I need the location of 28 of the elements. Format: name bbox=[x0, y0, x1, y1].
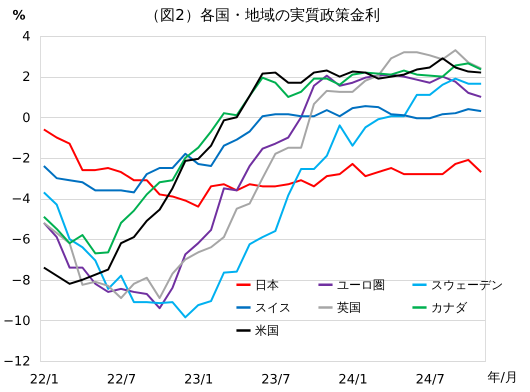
legend-label: スイス bbox=[255, 300, 291, 314]
line-series bbox=[42, 62, 482, 254]
line-series bbox=[42, 128, 482, 208]
x-tick-label: 22/7 bbox=[106, 372, 136, 388]
chart-title: （図2）各国・地域の実質政策金利 bbox=[145, 6, 380, 24]
line-series bbox=[42, 105, 482, 194]
y-tick-label: −2 bbox=[11, 151, 30, 166]
y-tick-label: −10 bbox=[3, 314, 30, 329]
y-axis-title: % bbox=[12, 8, 26, 24]
x-tick-label: 24/1 bbox=[338, 372, 368, 388]
y-tick-label: −8 bbox=[11, 273, 30, 288]
x-tick-label: 23/1 bbox=[184, 372, 214, 388]
legend-label: 日本 bbox=[255, 278, 279, 292]
legend-label: スウェーデン bbox=[431, 278, 503, 292]
x-tick-label: 23/7 bbox=[261, 372, 290, 388]
y-tick-label: 4 bbox=[22, 30, 30, 44]
x-tick-label: 24/7 bbox=[416, 372, 445, 388]
y-tick-label: 0 bbox=[22, 110, 30, 126]
y-tick-label: −4 bbox=[11, 192, 30, 207]
y-tick-label: 2 bbox=[22, 70, 30, 86]
legend-label: 英国 bbox=[337, 300, 361, 314]
legend-label: 米国 bbox=[255, 324, 279, 338]
y-tick-label: −12 bbox=[3, 354, 30, 370]
legend-label: カナダ bbox=[431, 300, 468, 314]
legend-label: ユーロ圏 bbox=[337, 278, 385, 292]
x-axis-title: 年/月 bbox=[488, 370, 518, 386]
y-tick-label: −6 bbox=[11, 232, 30, 248]
x-tick-label: 22/1 bbox=[30, 372, 59, 388]
